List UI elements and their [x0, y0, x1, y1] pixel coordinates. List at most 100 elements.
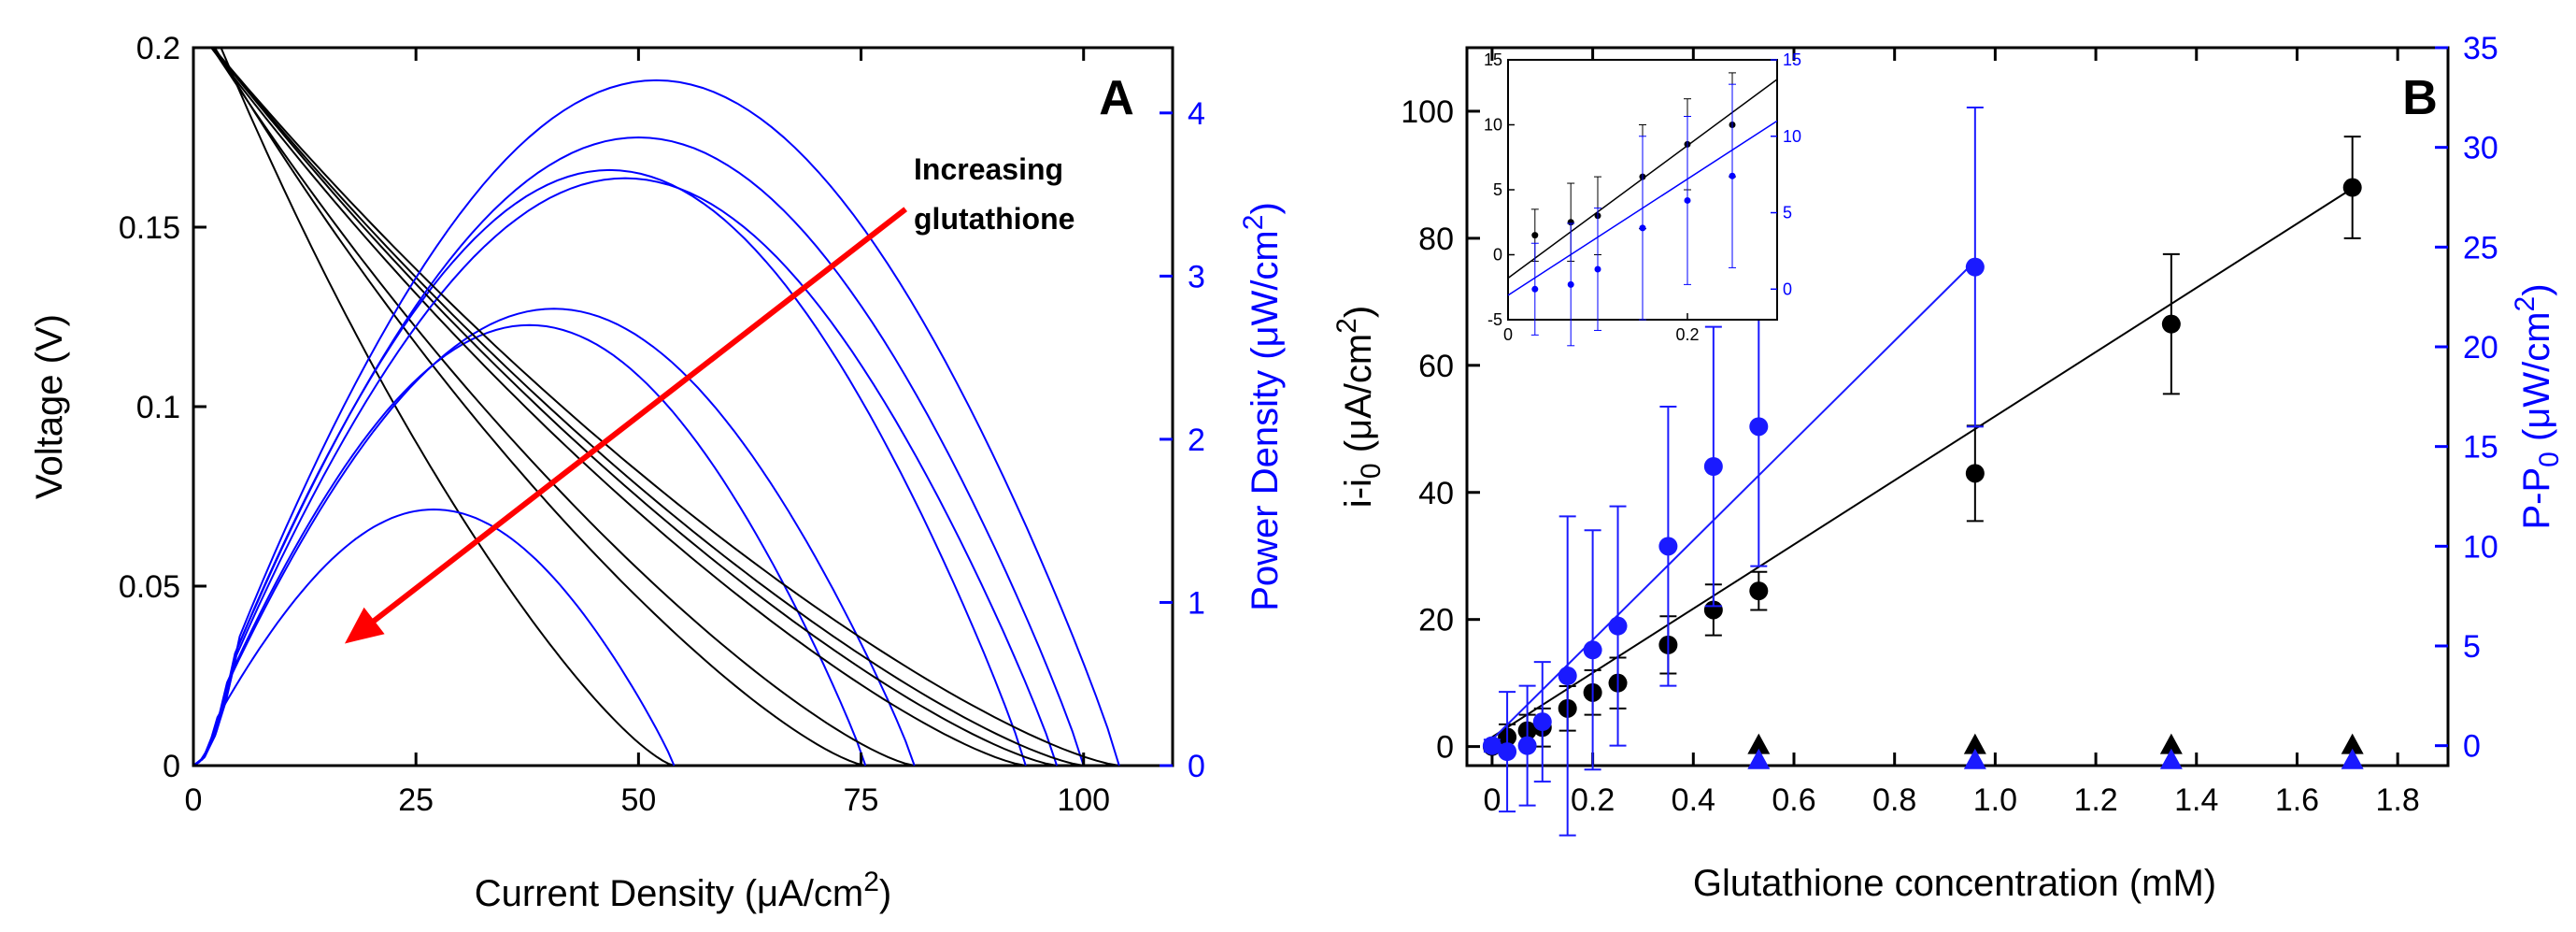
b-marker-control-black [1963, 733, 1986, 754]
annotation-line-2: glutathione [914, 202, 1075, 236]
annotation-arrow-head [344, 607, 385, 644]
a-y2tick-label: 4 [1188, 96, 1205, 132]
a-voltage-curve-7 [212, 47, 1119, 767]
inset-point-black [1531, 232, 1539, 239]
inset-ytick-label: 0 [1493, 246, 1502, 265]
a-xtick-label: 50 [620, 782, 656, 818]
a-voltage-curve-6 [212, 47, 1084, 767]
b-ytick-label: 60 [1418, 349, 1454, 384]
b-y2tick-label: 25 [2463, 230, 2498, 265]
b-xtick-label: 1.2 [2073, 782, 2117, 818]
b-marker-control-blue [2159, 748, 2183, 769]
inset-ytick-label: 15 [1484, 50, 1502, 69]
a-power-curve-6 [192, 136, 1085, 767]
b-point-power [1749, 417, 1769, 437]
b-point-power [1517, 736, 1537, 755]
inset-ytick-label: 5 [1493, 180, 1502, 199]
b-xtick-label: 0.8 [1872, 782, 1916, 818]
a-power-curve-5 [192, 177, 1059, 767]
a-power-curve-1 [192, 508, 676, 767]
a-y2tick-label: 2 [1188, 423, 1205, 458]
b-xtick-label: 0.4 [1672, 782, 1715, 818]
inset-y2tick-label: 10 [1783, 127, 1801, 146]
b-xtick-label: 1.6 [2275, 782, 2319, 818]
panel-b-xlabel: Glutathione concentration (mM) [1693, 863, 2216, 904]
inset-y2tick-label: 0 [1783, 280, 1792, 298]
b-xtick-label: 0 [1483, 782, 1501, 818]
a-power-curve-2 [192, 323, 867, 767]
annotation-line-1: Increasing [914, 152, 1063, 186]
a-xtick-label: 100 [1057, 782, 1110, 818]
b-marker-control-black [2341, 733, 2364, 754]
inset-ytick-label: 10 [1484, 116, 1502, 135]
panel-b-data [1482, 107, 2364, 837]
b-point-power [1583, 640, 1602, 660]
b-ytick-label: 80 [1418, 222, 1454, 257]
b-xtick-label: 1.0 [1973, 782, 2017, 818]
panel-a-label: A [1099, 71, 1134, 125]
a-ytick-label: 0.2 [136, 31, 180, 66]
panel-b-ylabel: i-i0 (μA/cm2) [1331, 306, 1387, 508]
b-fit-current [1491, 187, 2354, 738]
a-xtick-label: 75 [844, 782, 879, 818]
a-power-curve-7 [192, 79, 1120, 767]
a-voltage-curve-4 [210, 47, 1026, 767]
inset-point-blue [1594, 265, 1601, 273]
panel-a: 0 25 50 75 100 0 0.05 0.1 0.15 0.2 0 1 2 3 4 A Increas… [29, 31, 1286, 914]
b-ytick-label: 100 [1401, 94, 1454, 130]
a-xtick-label: 25 [398, 782, 434, 818]
b-ytick-label: 0 [1436, 730, 1454, 766]
b-y2tick-label: 15 [2463, 430, 2498, 466]
inset-ytick-label: -5 [1487, 310, 1502, 329]
b-point-current [2161, 314, 2181, 334]
b-point-power [1703, 457, 1723, 476]
a-y2tick-label: 1 [1188, 585, 1205, 621]
b-point-current [2342, 178, 2362, 197]
b-ytick-label: 20 [1418, 603, 1454, 638]
a-xtick-label: 0 [185, 782, 203, 818]
a-ytick-label: 0.15 [119, 210, 180, 246]
b-marker-control-blue [1747, 748, 1771, 769]
panel-a-curves [192, 47, 1120, 767]
panel-a-ylabel: Voltage (V) [29, 314, 70, 499]
b-point-power [1965, 257, 1985, 277]
b-xtick-label: 0.2 [1571, 782, 1615, 818]
b-point-power [1608, 616, 1628, 636]
b-point-power [1558, 667, 1577, 685]
b-point-power [1532, 712, 1552, 732]
b-point-current [1749, 581, 1769, 601]
a-ytick-label: 0 [163, 749, 180, 784]
panel-a-xlabel: Current Density (μA/cm2) [475, 867, 891, 914]
b-xtick-label: 1.4 [2174, 782, 2218, 818]
panel-b-axes: 0 0.2 0.4 0.6 0.8 1.0 1.2 1.4 1.6 1.8020406080100… [1401, 31, 2498, 818]
b-xtick-label: 0.6 [1772, 782, 1815, 818]
b-marker-control-black [1747, 733, 1771, 754]
b-y2tick-label: 30 [2463, 131, 2498, 166]
a-ytick-label: 0.05 [119, 569, 180, 605]
a-y2tick-label: 3 [1188, 259, 1205, 294]
annotation-arrow-shaft [360, 207, 908, 633]
b-y2tick-label: 20 [2463, 330, 2498, 366]
inset-point-black [1567, 219, 1574, 226]
inset-y2tick-label: 15 [1783, 50, 1801, 69]
b-point-power [1482, 736, 1501, 755]
panel-a-y2label: Power Density (μW/cm2) [1238, 202, 1286, 611]
a-voltage-curve-5 [212, 47, 1058, 767]
inset-xtick-label: 0 [1503, 325, 1513, 344]
a-voltage-curve-2 [214, 47, 866, 767]
a-voltage-curve-3 [211, 47, 915, 767]
b-point-power [1658, 537, 1678, 556]
b-y2tick-label: 5 [2463, 629, 2481, 665]
inset-point-blue [1567, 280, 1574, 288]
panel-b-frame [1465, 46, 2450, 767]
b-ytick-label: 40 [1418, 476, 1454, 511]
b-marker-control-black [2159, 733, 2183, 754]
inset-point-blue [1729, 172, 1736, 179]
inset-point-blue [1639, 224, 1646, 232]
panel-b-y2label: P-P0 (μW/cm2) [2510, 283, 2565, 529]
a-y2tick-label: 0 [1188, 749, 1205, 784]
b-marker-control-blue [2341, 748, 2364, 769]
inset-xtick-label: 0.2 [1675, 325, 1699, 344]
